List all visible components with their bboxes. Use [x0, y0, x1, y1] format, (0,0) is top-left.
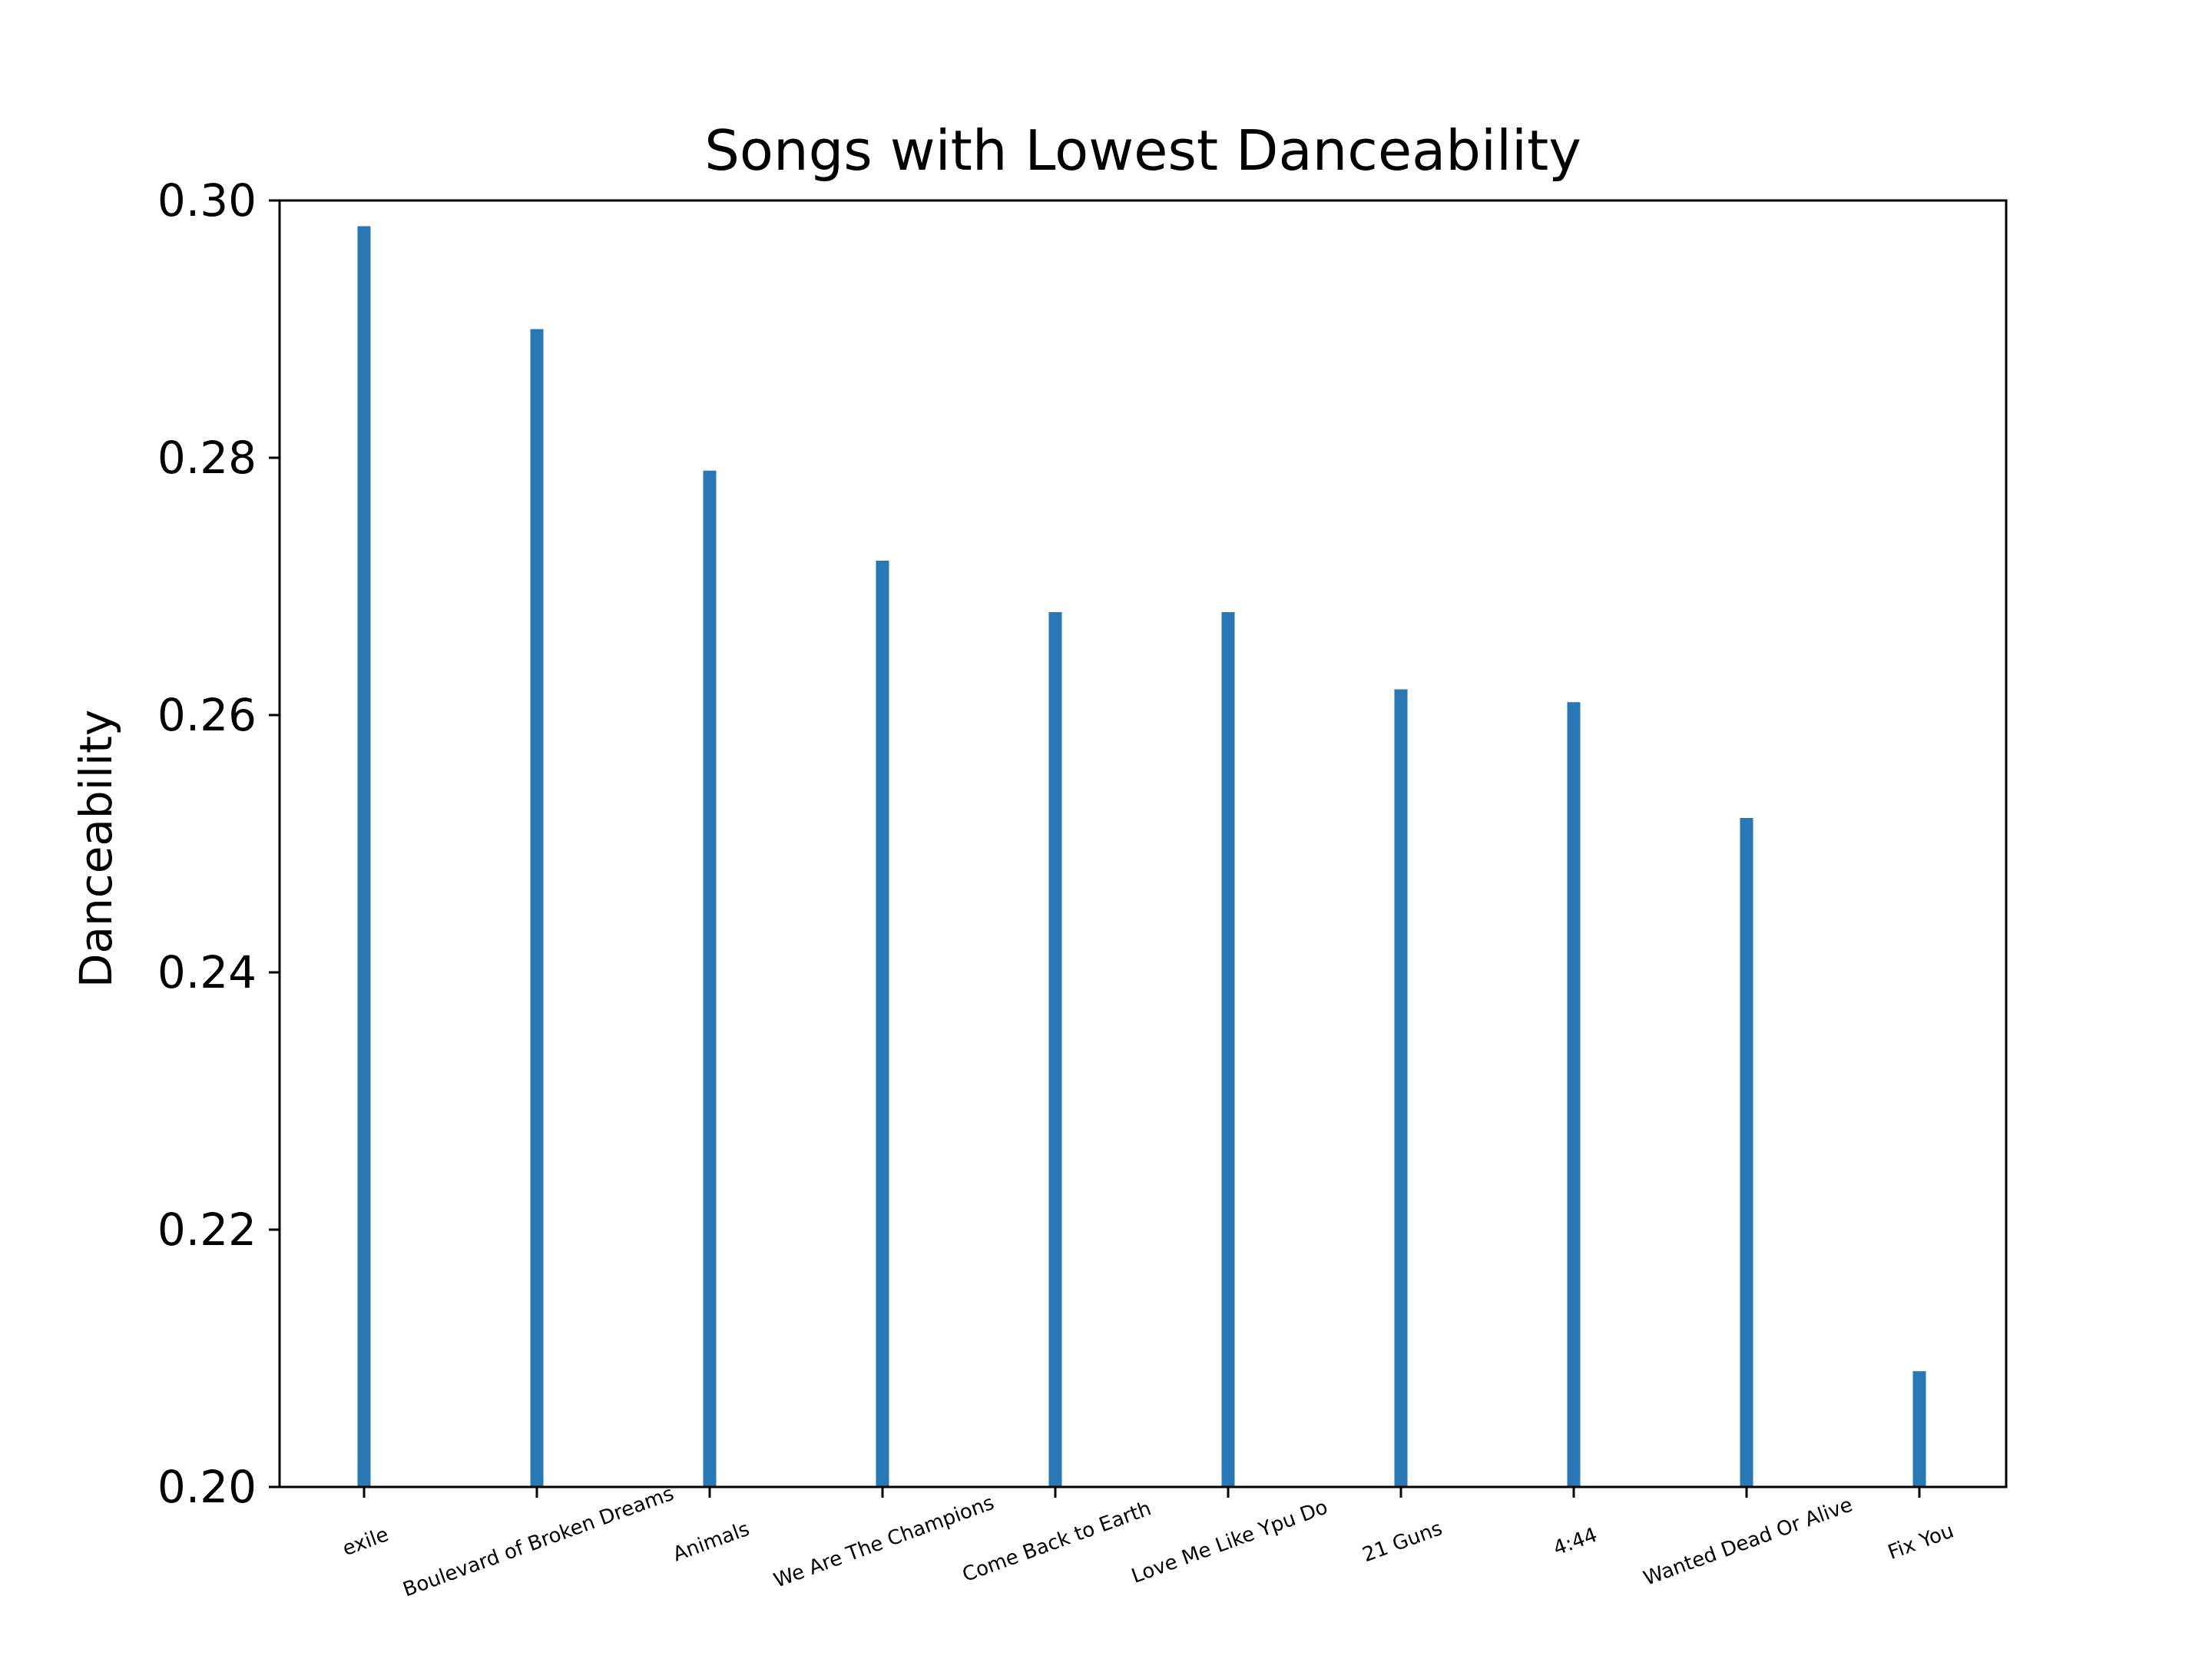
bar-2 — [703, 470, 717, 1487]
bar-8 — [1740, 818, 1753, 1487]
plot-area-frame — [278, 199, 2008, 1488]
y-tick-label-5: 0.30 — [157, 174, 257, 227]
bar-5 — [1221, 612, 1235, 1487]
chart-title: Songs with Lowest Danceability — [704, 118, 1581, 183]
y-tick-label-4: 0.28 — [157, 432, 257, 484]
y-tick-label-0: 0.20 — [157, 1461, 257, 1513]
y-tick-label-3: 0.26 — [157, 689, 257, 741]
bars-group — [357, 226, 1926, 1487]
y-tick-label-2: 0.24 — [157, 946, 257, 998]
bar-4 — [1048, 612, 1062, 1487]
y-tick-label-1: 0.22 — [157, 1204, 257, 1256]
bar-1 — [530, 329, 544, 1487]
bar-3 — [876, 561, 889, 1487]
y-axis-label: Danceability — [70, 710, 122, 988]
bar-7 — [1567, 702, 1581, 1487]
bar-9 — [1912, 1371, 1926, 1487]
bar-6 — [1394, 689, 1408, 1487]
bar-0 — [357, 226, 371, 1487]
